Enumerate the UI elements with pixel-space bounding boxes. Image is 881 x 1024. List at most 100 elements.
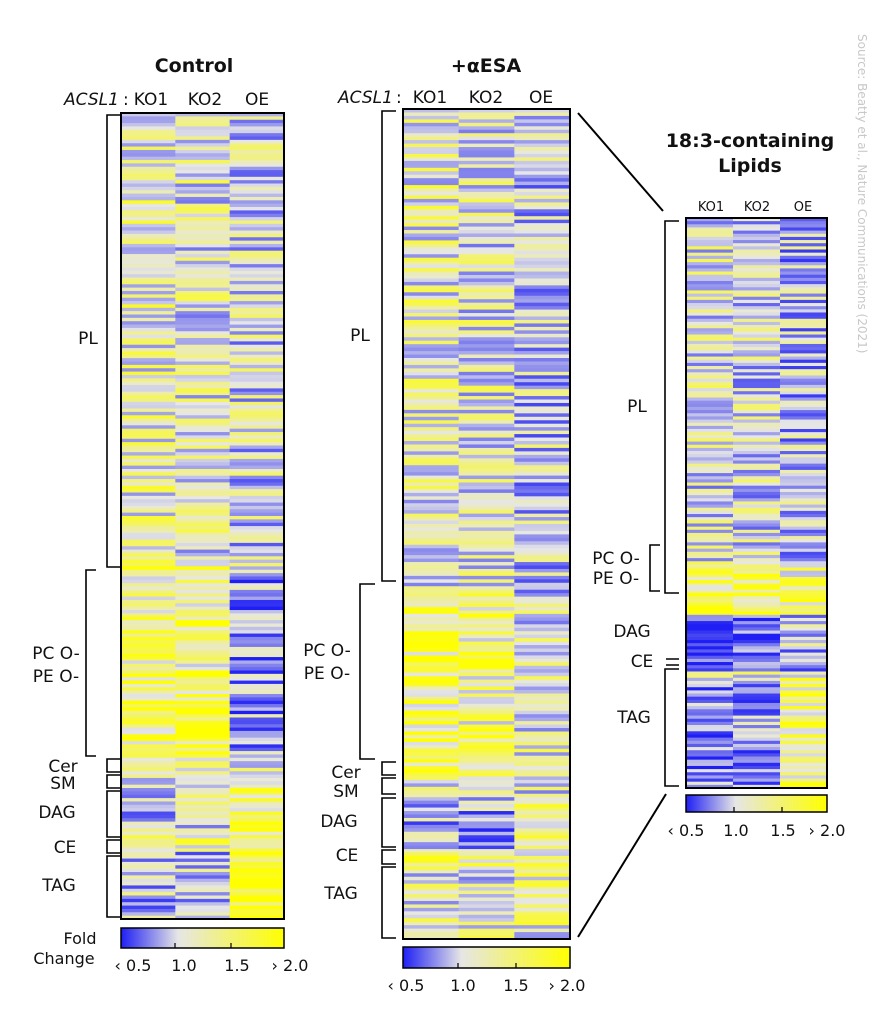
heatmap-cell	[686, 558, 734, 562]
heatmap-cell	[780, 765, 828, 770]
heatmap-cell	[175, 173, 231, 178]
heatmap-cell	[514, 136, 571, 141]
heatmap-cell	[514, 330, 571, 335]
heatmap-cell	[733, 526, 781, 531]
heatmap-cell	[686, 781, 734, 786]
heatmap-cell	[686, 725, 734, 729]
heatmap-cell	[121, 566, 176, 571]
heatmap-cell	[403, 136, 460, 141]
heatmap-cell	[229, 646, 285, 651]
heatmap-cell	[780, 388, 828, 392]
heatmap-cell	[175, 307, 231, 312]
heatmap-cell	[780, 687, 828, 691]
heatmap-cell	[686, 545, 734, 550]
heatmap-cell	[733, 721, 781, 726]
heatmap-cell	[686, 523, 734, 528]
heatmap-cell	[733, 608, 781, 613]
column-label: KO2	[469, 88, 503, 108]
heatmap-cell	[458, 361, 515, 366]
heatmap-cell	[403, 434, 460, 438]
heatmap-cell	[780, 318, 828, 323]
heatmap-cell	[733, 573, 781, 578]
heatmap-cell	[175, 432, 231, 436]
heatmap-cell	[514, 202, 571, 207]
heatmap-cell	[403, 793, 460, 798]
heatmap-cell	[458, 710, 515, 715]
heatmap-cell	[514, 741, 571, 746]
heatmap-cell	[686, 554, 734, 559]
heatmap-cell	[780, 718, 828, 723]
heatmap-cell	[175, 583, 231, 587]
heatmap-cell	[403, 527, 460, 532]
heatmap-cell	[403, 278, 460, 283]
heatmap-cell	[403, 122, 460, 127]
heatmap-cell	[733, 715, 781, 720]
heatmap-cell	[514, 192, 571, 196]
heatmap-cell	[175, 391, 231, 396]
heatmap-cell	[229, 636, 285, 641]
heatmap-cell	[403, 530, 460, 535]
heatmap-cell	[175, 170, 231, 174]
heatmap-cell	[121, 149, 176, 154]
heatmap-cell	[733, 233, 781, 238]
heatmap-cell	[229, 499, 285, 503]
heatmap-cell	[686, 564, 734, 568]
heatmap-cell	[733, 381, 781, 386]
heatmap-cell	[121, 811, 176, 816]
heatmap-cell	[403, 437, 460, 442]
colorbar	[685, 794, 828, 813]
heatmap-cell	[175, 136, 231, 141]
heatmap-cell	[733, 617, 781, 622]
heatmap-cell	[514, 427, 571, 432]
heatmap-cell	[686, 325, 734, 329]
heatmap-cell	[175, 327, 231, 332]
heatmap-cell	[175, 311, 231, 315]
heatmap-cell	[686, 438, 734, 442]
heatmap-cell	[121, 170, 176, 174]
heatmap-cell	[458, 696, 515, 701]
heatmap-cell	[733, 290, 781, 294]
heatmap-cell	[229, 264, 285, 268]
heatmap-cell	[121, 630, 176, 634]
heatmap-cell	[175, 781, 231, 786]
heatmap-cell	[686, 662, 734, 666]
heatmap-cell	[458, 925, 515, 930]
heatmap-cell	[458, 887, 515, 891]
heatmap-cell	[686, 649, 734, 653]
heatmap-cell	[403, 465, 460, 470]
heatmap-cell	[733, 463, 781, 468]
heatmap-cell	[514, 638, 571, 642]
heatmap-cell	[403, 582, 460, 587]
heatmap-cell	[733, 350, 781, 354]
heatmap-cell	[229, 808, 285, 812]
heatmap-cell	[733, 451, 781, 455]
heatmap-cell	[780, 482, 828, 487]
heatmap-cell	[458, 264, 515, 269]
heatmap-cell	[780, 221, 828, 225]
heatmap-cell	[780, 441, 828, 446]
heatmap-cell	[403, 655, 460, 660]
heatmap-cell	[121, 280, 176, 285]
heatmap-cell	[229, 650, 285, 655]
heatmap-cell	[733, 762, 781, 767]
heatmap-cell	[686, 435, 734, 439]
heatmap-cell	[121, 364, 176, 369]
heatmap-cell	[686, 504, 734, 509]
heatmap-cell	[686, 684, 734, 688]
heatmap-cell	[229, 274, 285, 278]
heatmap-cell	[175, 851, 231, 856]
heatmap-cell	[733, 271, 781, 276]
heatmap-cell	[733, 337, 781, 342]
heatmap-cell	[514, 769, 571, 774]
heatmap-cell	[403, 292, 460, 297]
heatmap-cell	[458, 257, 515, 262]
heatmap-cell	[733, 400, 781, 405]
heatmap-cell	[514, 150, 571, 155]
heatmap-cell	[229, 529, 285, 534]
heatmap-cell	[514, 406, 571, 411]
heatmap-cell	[175, 344, 231, 349]
heatmap-cell	[514, 240, 571, 245]
heatmap-cell	[514, 634, 571, 639]
heatmap-cell	[514, 745, 571, 750]
heatmap-cell	[403, 887, 460, 891]
